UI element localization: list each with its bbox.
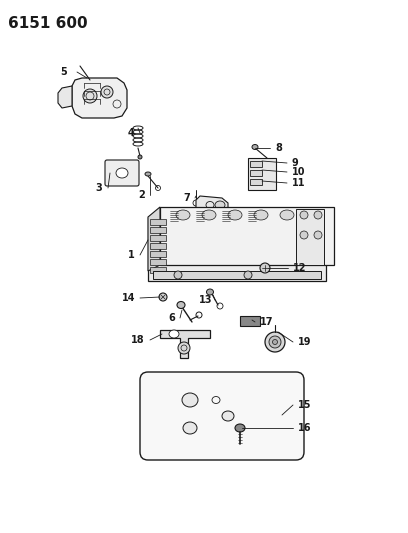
Ellipse shape [183,422,197,434]
Bar [296,209,324,265]
Ellipse shape [215,201,225,209]
Bar [248,158,276,190]
Text: 3: 3 [95,183,102,193]
Ellipse shape [206,289,213,295]
Text: 18: 18 [131,335,145,345]
Text: 14: 14 [122,293,135,303]
Text: 12: 12 [293,263,306,273]
Ellipse shape [177,302,185,309]
Ellipse shape [280,210,294,220]
Ellipse shape [235,424,245,432]
Polygon shape [160,330,210,358]
Bar [150,259,166,265]
Text: 15: 15 [298,400,311,410]
Ellipse shape [159,293,167,301]
Text: 17: 17 [260,317,273,327]
Bar [250,170,262,176]
Text: 10: 10 [292,167,306,177]
Ellipse shape [138,155,142,159]
Ellipse shape [244,271,252,279]
Bar [150,219,166,225]
Bar [150,227,166,233]
Ellipse shape [116,168,128,178]
Text: 8: 8 [275,143,282,153]
Ellipse shape [83,89,97,103]
Text: 19: 19 [298,337,311,347]
Ellipse shape [182,393,198,407]
Ellipse shape [174,271,182,279]
Text: 4: 4 [127,128,134,138]
Text: 2: 2 [138,190,145,200]
Ellipse shape [202,210,216,220]
Ellipse shape [260,263,270,273]
Text: 6151 600: 6151 600 [8,16,88,31]
Ellipse shape [273,340,277,344]
Text: 13: 13 [199,295,212,305]
Polygon shape [72,78,127,118]
Ellipse shape [101,86,113,98]
Ellipse shape [314,211,322,219]
Text: 7: 7 [183,193,190,203]
Ellipse shape [265,332,285,352]
Polygon shape [196,196,228,214]
Text: 11: 11 [292,178,306,188]
Ellipse shape [228,210,242,220]
Ellipse shape [314,231,322,239]
Ellipse shape [145,172,151,176]
Ellipse shape [300,231,308,239]
Polygon shape [148,207,160,271]
Ellipse shape [176,210,190,220]
Bar [153,271,321,279]
Text: 6: 6 [168,313,175,323]
Bar [150,267,166,273]
Ellipse shape [300,211,308,219]
Bar [150,251,166,257]
Text: 16: 16 [298,423,311,433]
Ellipse shape [269,336,281,348]
Ellipse shape [252,144,258,149]
FancyBboxPatch shape [140,372,304,460]
Text: 5: 5 [60,67,67,77]
Bar [148,217,326,281]
Bar [150,243,166,249]
Text: 1: 1 [128,250,135,260]
Bar [250,161,262,167]
Text: 9: 9 [292,158,299,168]
Bar [240,316,260,326]
Ellipse shape [222,411,234,421]
Polygon shape [58,86,72,108]
Ellipse shape [169,330,179,338]
FancyBboxPatch shape [105,160,139,186]
Ellipse shape [178,342,190,354]
Ellipse shape [254,210,268,220]
Bar [150,235,166,241]
Bar [250,179,262,185]
Bar [160,207,334,265]
